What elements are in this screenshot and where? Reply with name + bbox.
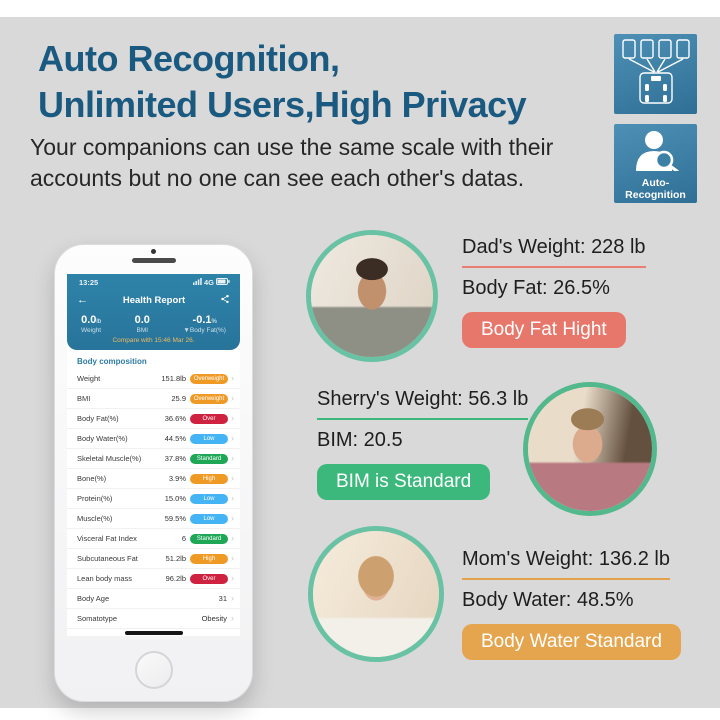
- mom-weight-text: Mom's Weight: 136.2 lb: [462, 548, 670, 580]
- status-bar: 13:25 4G: [67, 274, 240, 287]
- dad-metric-text: Body Fat: 26.5%: [462, 277, 610, 299]
- sherry-status-badge: BIM is Standard: [317, 464, 491, 500]
- avatar-sherry: [523, 382, 657, 516]
- nav-title: Health Report: [122, 294, 186, 306]
- chevron-right-icon: ›: [231, 413, 234, 423]
- chevron-right-icon: ›: [231, 533, 234, 543]
- compare-note: Compare with 15:46 Mar 26.: [112, 337, 195, 344]
- page-subtitle-line2: accounts but no one can see each other's…: [30, 165, 525, 191]
- table-row-lean-body-mass[interactable]: Lean body mass 96.2lb Over ›: [67, 569, 240, 589]
- top-white-strip: [0, 0, 720, 17]
- status-time: 13:25: [79, 278, 99, 287]
- chevron-right-icon: ›: [231, 453, 234, 463]
- chevron-right-icon: ›: [231, 493, 234, 503]
- table-row-bmi[interactable]: BMI 25.9 Overweight ›: [67, 389, 240, 409]
- share-icon[interactable]: [220, 291, 230, 309]
- status-badge: Overweight: [190, 373, 228, 384]
- mom-info: Mom's Weight: 136.2 lb Body Water: 48.5%…: [462, 548, 681, 660]
- chevron-right-icon: ›: [231, 613, 234, 623]
- page-subtitle-line1: Your companions can use the same scale w…: [30, 134, 554, 160]
- dad-photo: [311, 235, 433, 357]
- status-badge: Low: [190, 493, 228, 504]
- mom-metric-text: Body Water: 48.5%: [462, 589, 634, 611]
- sherry-metric-text: BIM: 20.5: [317, 429, 403, 451]
- avatar-dad: [306, 230, 438, 362]
- avatar-mom: [308, 526, 444, 662]
- battery-icon: [216, 278, 230, 287]
- table-row-somatotype[interactable]: Somatotype Obesity ›: [67, 609, 240, 629]
- page-title-line1: Auto Recognition,: [38, 38, 340, 79]
- signal-icon: [192, 278, 202, 287]
- app-header: 13:25 4G: [67, 274, 240, 350]
- summary-stats: 0.0lb Weight 0.0 BMI -0.1% ▼Body Fat(%): [67, 309, 240, 334]
- multi-phone-to-scale-icon: [620, 37, 692, 112]
- network-label: 4G: [203, 278, 214, 287]
- body-fat-dropdown[interactable]: ▼Body Fat(%): [183, 327, 226, 334]
- status-badge: Low: [190, 513, 228, 524]
- dad-status-badge: Body Fat Hight: [462, 312, 626, 348]
- person-search-icon: [630, 129, 682, 176]
- chevron-right-icon: ›: [231, 593, 234, 603]
- dad-weight-text: Dad's Weight: 228 lb: [462, 236, 646, 268]
- status-badge: High: [190, 553, 228, 564]
- table-row-body-water[interactable]: Body Water(%) 44.5% Low ›: [67, 429, 240, 449]
- phone-speaker: [131, 258, 176, 263]
- status-badge: Over: [190, 413, 228, 424]
- table-row-protein[interactable]: Protein(%) 15.0% Low ›: [67, 489, 240, 509]
- chevron-right-icon: ›: [231, 433, 234, 443]
- status-badge: Over: [190, 573, 228, 584]
- stat-weight: 0.0lb Weight: [81, 314, 102, 334]
- chevron-right-icon: ›: [231, 393, 234, 403]
- page-title: Auto Recognition, Unlimited Users,High P…: [38, 36, 527, 128]
- chevron-right-icon: ›: [231, 573, 234, 583]
- status-badge: Low: [190, 433, 228, 444]
- table-row-body-fat[interactable]: Body Fat(%) 36.6% Over ›: [67, 409, 240, 429]
- phone-mockup: 13:25 4G: [54, 244, 253, 702]
- home-indicator[interactable]: [124, 631, 183, 635]
- table-row-body-age[interactable]: Body Age 31 ›: [67, 589, 240, 609]
- feature-tile-multi-user-scale: [614, 34, 697, 114]
- chevron-right-icon: ›: [231, 373, 234, 383]
- dad-info: Dad's Weight: 228 lb Body Fat: 26.5% Bod…: [462, 236, 646, 348]
- sherry-info: Sherry's Weight: 56.3 lb BIM: 20.5 BIM i…: [317, 388, 529, 500]
- app-screen: 13:25 4G: [67, 274, 240, 636]
- status-badge: High: [190, 473, 228, 484]
- home-button[interactable]: [134, 651, 173, 689]
- nav-bar: ← Health Report: [67, 287, 240, 309]
- sherry-weight-text: Sherry's Weight: 56.3 lb: [317, 388, 529, 420]
- status-badge: Overweight: [190, 393, 228, 404]
- sherry-photo: [528, 387, 652, 511]
- bottom-white-strip: [0, 708, 720, 720]
- phone-camera-dot: [151, 249, 156, 254]
- back-button[interactable]: ←: [77, 294, 88, 306]
- chevron-right-icon: ›: [231, 473, 234, 483]
- status-badge: Standard: [190, 533, 228, 544]
- feature-tile-auto-recognition: Auto- Recognition: [614, 124, 697, 203]
- table-row-skeletal-muscle[interactable]: Skeletal Muscle(%) 37.8% Standard ›: [67, 449, 240, 469]
- mom-status-badge: Body Water Standard: [462, 624, 681, 660]
- table-row-weight[interactable]: Weight 151.8lb Overweight ›: [67, 369, 240, 389]
- table-row-muscle[interactable]: Muscle(%) 59.5% Low ›: [67, 509, 240, 529]
- page-title-line2: Unlimited Users,High Privacy: [38, 84, 527, 125]
- stat-bmi: 0.0 BMI: [134, 314, 150, 334]
- table-row-visceral-fat[interactable]: Visceral Fat Index 6 Standard ›: [67, 529, 240, 549]
- chevron-right-icon: ›: [231, 553, 234, 563]
- table-row-bone[interactable]: Bone(%) 3.9% High ›: [67, 469, 240, 489]
- table-row-subcutaneous-fat[interactable]: Subcutaneous Fat 51.2lb High ›: [67, 549, 240, 569]
- section-title: Body composition: [77, 357, 147, 366]
- page-subtitle: Your companions can use the same scale w…: [30, 132, 553, 194]
- mom-photo: [313, 531, 439, 657]
- status-badge: Standard: [190, 453, 228, 464]
- stat-body-fat: -0.1% ▼Body Fat(%): [183, 314, 226, 334]
- chevron-right-icon: ›: [231, 513, 234, 523]
- auto-recognition-label: Auto- Recognition: [625, 177, 686, 201]
